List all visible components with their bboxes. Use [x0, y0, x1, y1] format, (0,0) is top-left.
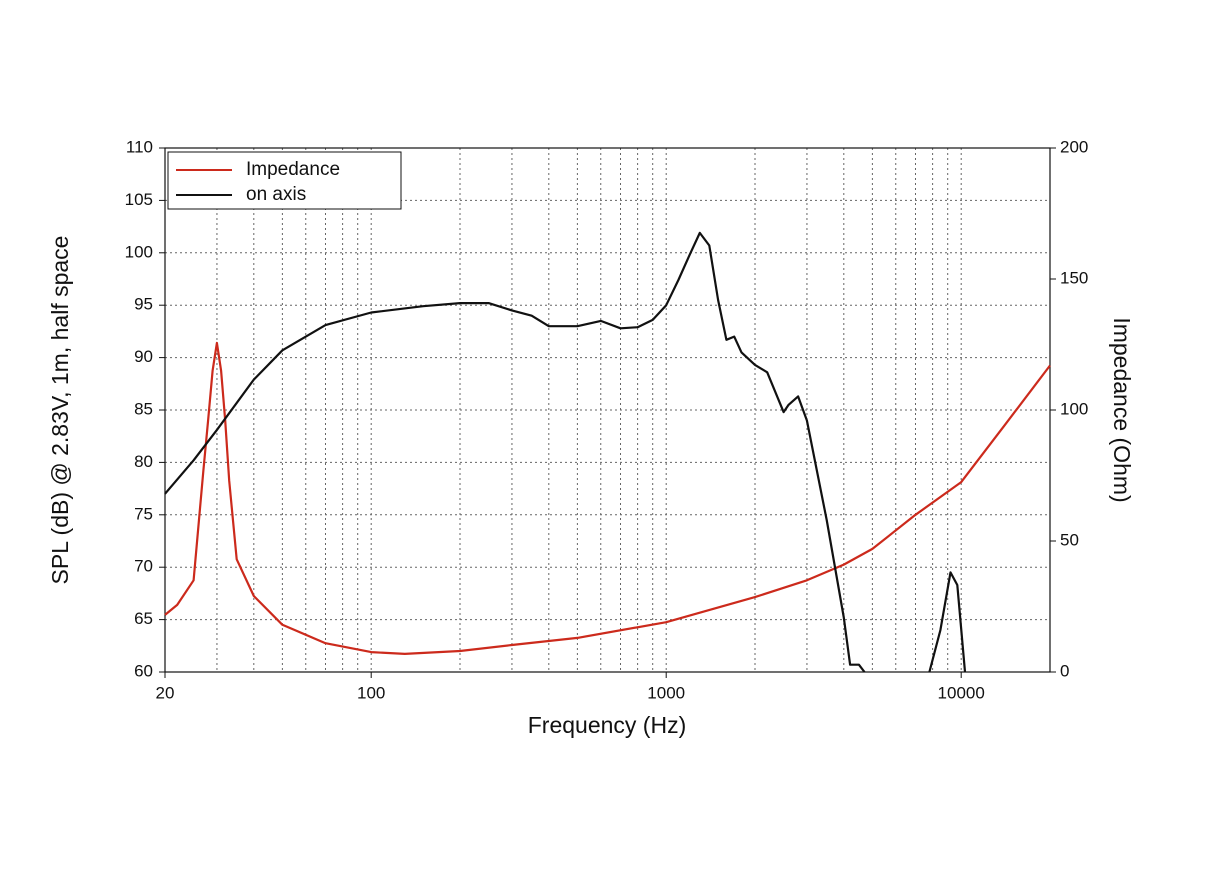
legend-box	[167, 151, 402, 210]
y-tick-label: 60	[134, 661, 153, 680]
x-tick-label: 20	[156, 683, 175, 702]
line-series	[164, 341, 1051, 655]
y2-axis-label: Impedance (Ohm)	[1109, 317, 1135, 502]
y-tick-label: 95	[134, 295, 153, 314]
y-tick-label: 100	[125, 242, 153, 261]
legend-label: Impedance	[246, 159, 340, 180]
y2-tick-label: 50	[1060, 530, 1079, 549]
y-axis-label: SPL (dB) @ 2.83V, 1m, half space	[47, 236, 73, 585]
y-tick-label: 70	[134, 557, 153, 576]
x-axis-label: Frequency (Hz)	[528, 712, 686, 738]
y-tick-label: 85	[134, 399, 153, 418]
y-tick-label: 75	[134, 504, 153, 523]
x-tick-label: 1000	[647, 683, 685, 702]
x-tick-label: 100	[357, 683, 385, 702]
legend-label: on axis	[246, 184, 306, 205]
y-tick-label: 90	[134, 347, 153, 366]
line-series	[164, 231, 967, 673]
y2-tick-label: 100	[1060, 399, 1088, 418]
y-tick-label: 65	[134, 609, 153, 628]
y2-tick-label: 200	[1060, 137, 1088, 156]
y-tick-label: 80	[134, 452, 153, 471]
plot-frame	[164, 147, 1051, 673]
x-tick-label: 10000	[938, 683, 985, 702]
y-tick-label: 110	[126, 137, 153, 156]
y2-tick-label: 0	[1060, 661, 1069, 680]
y2-tick-label: 150	[1060, 268, 1088, 287]
y-tick-label: 105	[125, 190, 153, 209]
